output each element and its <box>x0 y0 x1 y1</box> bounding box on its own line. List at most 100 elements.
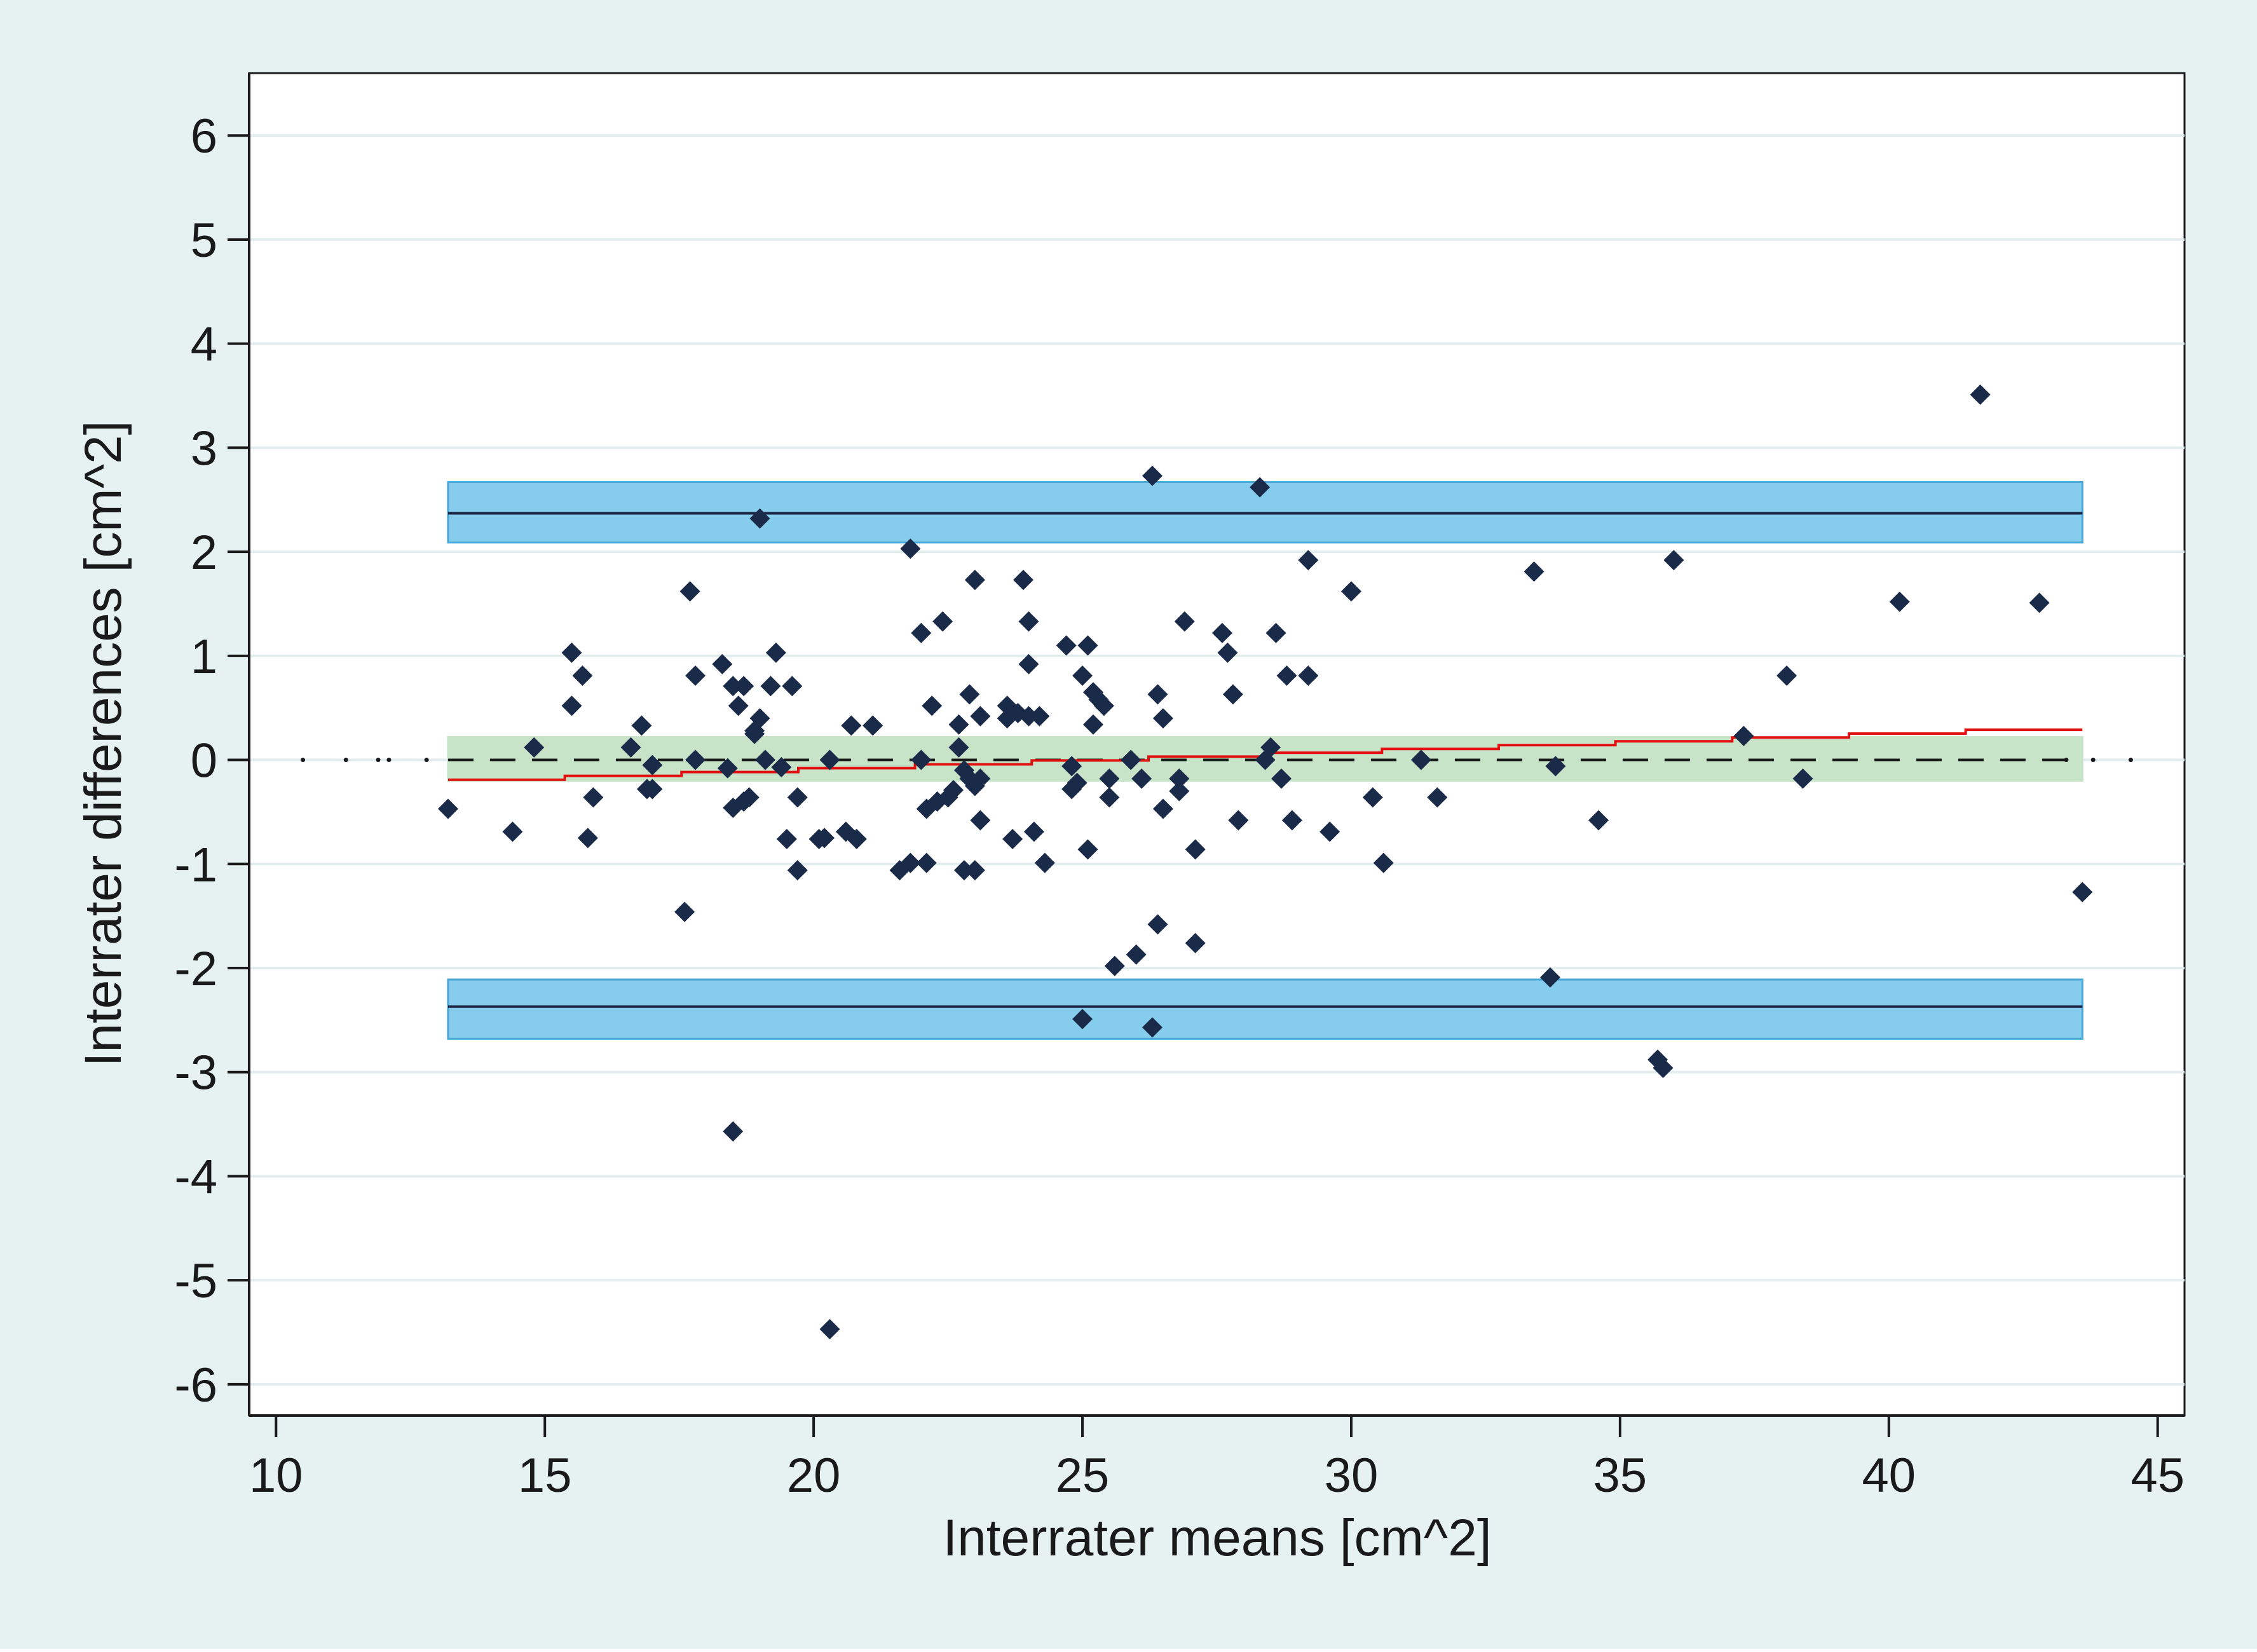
data-point <box>437 798 458 819</box>
y-tick-label: -2 <box>174 942 217 996</box>
data-point <box>2029 592 2050 613</box>
zero-reference-dot <box>2128 758 2133 763</box>
data-point <box>900 538 921 559</box>
data-point <box>723 676 744 697</box>
data-point <box>577 828 598 849</box>
data-point <box>819 1319 840 1340</box>
data-point <box>1099 768 1120 789</box>
y-tick-label: 5 <box>191 214 217 268</box>
data-point <box>760 676 781 697</box>
data-point <box>970 706 991 727</box>
data-point <box>1152 708 1173 729</box>
zero-reference-dot <box>2064 758 2069 763</box>
data-point <box>1018 611 1039 632</box>
data-point <box>1228 810 1249 831</box>
data-point <box>787 787 808 808</box>
data-point <box>1067 772 1088 793</box>
data-point <box>964 570 985 590</box>
data-point <box>733 676 754 697</box>
data-point <box>900 852 921 873</box>
data-point <box>1211 622 1232 643</box>
data-point <box>749 508 770 529</box>
data-point <box>1082 714 1103 735</box>
data-point <box>819 749 840 770</box>
data-point <box>863 715 883 736</box>
data-point <box>1340 581 1361 602</box>
data-point <box>782 676 803 697</box>
data-point <box>1265 622 1286 643</box>
data-point <box>1653 1058 1674 1079</box>
x-tick-label: 40 <box>1862 1449 1916 1503</box>
y-tick-label: -5 <box>174 1254 217 1308</box>
data-point <box>1524 561 1544 582</box>
data-point <box>717 758 738 779</box>
data-point <box>1126 944 1147 965</box>
data-point <box>749 708 770 729</box>
zero-reference-dot <box>376 758 381 763</box>
data-point <box>642 754 663 775</box>
data-point <box>620 737 641 758</box>
data-point <box>631 715 652 736</box>
data-point <box>1013 570 1033 590</box>
data-point <box>583 787 604 808</box>
data-point <box>1077 635 1098 656</box>
data-points <box>437 384 2093 1340</box>
data-point <box>948 714 969 735</box>
data-point <box>502 821 523 842</box>
data-point <box>1061 756 1082 777</box>
data-point <box>1056 635 1077 656</box>
data-point <box>1298 665 1319 686</box>
data-point <box>572 665 593 686</box>
data-point <box>685 665 706 686</box>
data-point <box>943 780 964 801</box>
data-point <box>1099 787 1120 808</box>
data-point <box>841 715 862 736</box>
data-point <box>1185 932 1206 953</box>
data-point <box>1023 821 1044 842</box>
y-tick-label: 4 <box>191 318 217 372</box>
data-point <box>744 723 765 744</box>
lower-limit-band <box>447 978 2083 1040</box>
data-point <box>755 749 775 770</box>
y-tick-label: 2 <box>191 526 217 580</box>
data-point <box>765 642 786 663</box>
x-tick-label: 25 <box>1056 1449 1110 1503</box>
data-point <box>1169 768 1190 789</box>
data-point <box>959 684 980 705</box>
data-point <box>1131 768 1152 789</box>
data-point <box>1250 477 1271 498</box>
data-point <box>1427 787 1448 808</box>
x-axis-label: Interrater means [cm^2] <box>943 1509 1491 1567</box>
data-point <box>1889 591 1910 612</box>
data-point <box>1147 684 1168 705</box>
data-point <box>787 860 808 881</box>
data-point <box>1018 653 1039 674</box>
data-point <box>1072 1009 1093 1030</box>
data-point <box>1142 465 1163 486</box>
reference-lines <box>301 758 2133 763</box>
y-tick-label: 0 <box>191 734 217 788</box>
data-point <box>1733 725 1754 746</box>
zero-reference-dot <box>301 758 306 763</box>
data-point <box>814 828 835 849</box>
data-point <box>776 828 797 849</box>
y-tick-label: -3 <box>174 1046 217 1100</box>
data-point <box>1276 665 1297 686</box>
data-point <box>1792 768 1813 789</box>
data-point <box>674 901 695 922</box>
zero-reference-dot <box>386 758 392 763</box>
data-point <box>1260 737 1281 758</box>
data-point <box>1539 967 1560 988</box>
x-tick-label: 30 <box>1325 1449 1379 1503</box>
data-point <box>964 860 985 881</box>
data-point <box>1185 839 1206 860</box>
x-tick-label: 15 <box>518 1449 572 1503</box>
data-point <box>1970 384 1991 405</box>
data-point <box>1002 828 1023 849</box>
data-point <box>1121 749 1142 770</box>
data-point <box>771 757 792 778</box>
data-point <box>1072 665 1093 686</box>
data-point <box>1362 787 1383 808</box>
data-point <box>1373 852 1394 873</box>
data-point <box>1217 642 1238 663</box>
